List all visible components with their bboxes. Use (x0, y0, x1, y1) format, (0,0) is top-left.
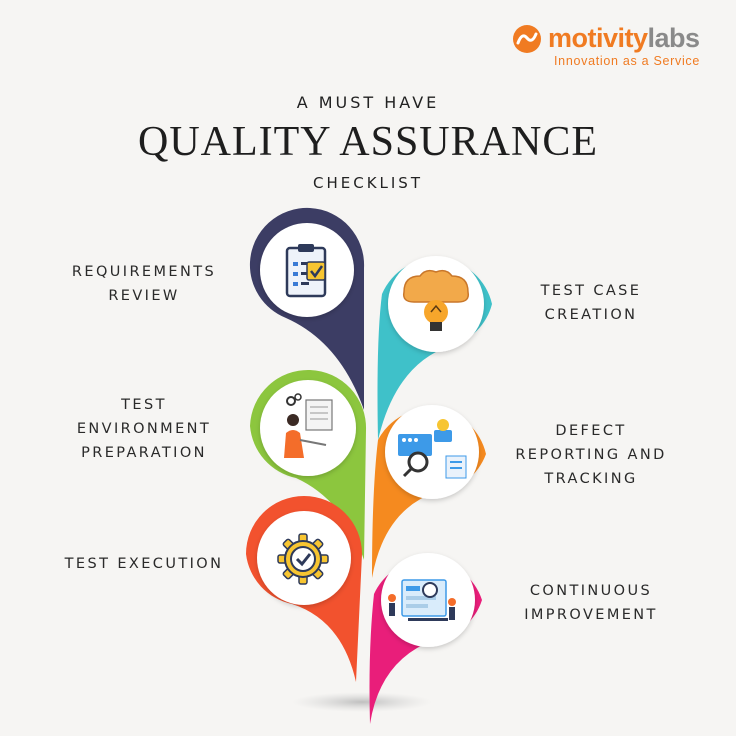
person-at-desk-icon (284, 393, 333, 458)
logo-tagline: Innovation as a Service (554, 54, 701, 68)
logo-mark-icon (513, 25, 541, 53)
pin-test-environment-preparation (250, 369, 367, 560)
step-label-line: CREATION (544, 307, 638, 323)
step-label-defect-reporting-and-tracking: DEFECT REPORTING AND TRACKING (491, 419, 691, 491)
gear-check-icon (277, 533, 329, 585)
page-title: QUALITY ASSURANCE (138, 119, 598, 165)
pin-test-case-creation (377, 256, 492, 440)
step-label-line: PREPARATION (81, 445, 207, 461)
step-label-line: ENVIRONMENT (76, 421, 212, 437)
pin-test-execution (246, 496, 362, 682)
step-label-line: REPORTING AND (515, 447, 667, 463)
title-line-1: A MUST HAVE (296, 93, 440, 112)
step-label-line: TEST CASE (540, 283, 642, 299)
brand-logo: motivitylabs Innovation as a Service (512, 16, 722, 72)
logo-wordmark: motivitylabs (548, 22, 700, 54)
step-label-continuous-improvement: CONTINUOUS IMPROVEMENT (491, 579, 691, 627)
step-label-line: TEST EXECUTION (64, 556, 224, 572)
step-label-line: REQUIREMENTS (71, 264, 217, 280)
dashboard-magnifier-icon (398, 419, 467, 479)
pin-continuous-improvement (369, 553, 482, 724)
step-label-test-case-creation: TEST CASE CREATION (491, 279, 691, 327)
title-line-3: CHECKLIST (312, 174, 423, 192)
step-label-line: DEFECT (555, 423, 627, 439)
step-label-line: CONTINUOUS (529, 583, 653, 599)
logo-word-motivity: motivity (548, 23, 648, 53)
clipboard-checklist-icon (285, 244, 327, 298)
ground-shadow (292, 692, 432, 712)
step-label-line: TEST (121, 397, 167, 413)
logo-word-labs: labs (647, 23, 701, 53)
step-label-requirements-review: REQUIREMENTS REVIEW (44, 260, 244, 308)
step-label-test-execution: TEST EXECUTION (44, 552, 244, 576)
pin-defect-reporting-and-tracking (372, 405, 486, 578)
step-label-test-environment-preparation: TEST ENVIRONMENT PREPARATION (44, 393, 244, 465)
step-label-line: IMPROVEMENT (524, 607, 658, 623)
step-label-line: TRACKING (544, 471, 638, 487)
team-growth-icon (388, 579, 456, 621)
lightbulb-brain-icon (402, 269, 470, 331)
step-label-line: REVIEW (108, 288, 180, 304)
pin-requirements-review (249, 207, 365, 410)
